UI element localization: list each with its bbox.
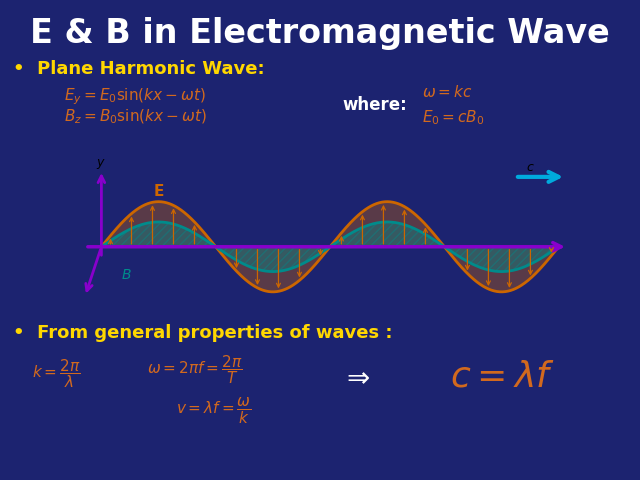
Text: $v = \lambda f = \dfrac{\omega}{k}$: $v = \lambda f = \dfrac{\omega}{k}$ [176,396,252,426]
Text: $B_z = B_0\sin(kx - \omega t)$: $B_z = B_0\sin(kx - \omega t)$ [64,108,207,126]
Text: B: B [122,268,132,282]
Text: $\Rightarrow$: $\Rightarrow$ [340,363,370,391]
Text: $E_y = E_0\sin(kx - \omega t)$: $E_y = E_0\sin(kx - \omega t)$ [64,86,205,107]
Text: $k = \dfrac{2\pi}{\lambda}$: $k = \dfrac{2\pi}{\lambda}$ [32,358,81,390]
Text: y: y [96,156,103,169]
Text: $\omega = 2\pi f = \dfrac{2\pi}{T}$: $\omega = 2\pi f = \dfrac{2\pi}{T}$ [147,353,243,385]
Text: •  From general properties of waves :: • From general properties of waves : [13,324,392,342]
Text: c: c [526,161,533,174]
Text: E & B in Electromagnetic Wave: E & B in Electromagnetic Wave [30,17,610,50]
Text: •  Plane Harmonic Wave:: • Plane Harmonic Wave: [13,60,264,78]
Text: $c = \lambda f$: $c = \lambda f$ [450,360,555,394]
Text: E: E [154,184,164,199]
Text: $\omega = kc$: $\omega = kc$ [422,84,473,100]
Text: $E_0 = cB_0$: $E_0 = cB_0$ [422,108,485,127]
Text: where:: where: [342,96,407,114]
